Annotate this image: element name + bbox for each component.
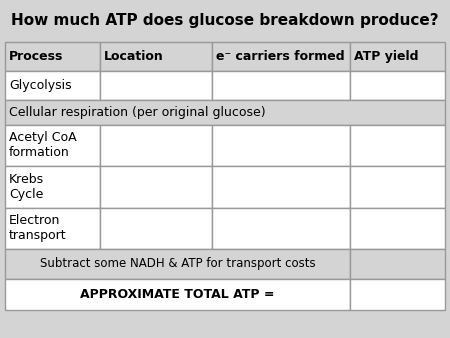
Bar [351,279,445,310]
Bar [99,166,212,208]
Text: Krebs
Cycle: Krebs Cycle [9,173,44,201]
Bar [212,42,351,71]
Text: Location: Location [104,50,163,63]
Text: Cellular respiration (per original glucose): Cellular respiration (per original gluco… [9,106,266,119]
Bar [99,124,212,166]
Bar [99,71,212,100]
Text: APPROXIMATE TOTAL ATP =: APPROXIMATE TOTAL ATP = [81,288,275,301]
Bar [212,124,351,166]
Text: How much ATP does glucose breakdown produce?: How much ATP does glucose breakdown prod… [11,13,439,27]
Bar [212,208,351,249]
Bar [351,71,445,100]
Text: Glycolysis: Glycolysis [9,79,72,92]
Text: Subtract some NADH & ATP for transport costs: Subtract some NADH & ATP for transport c… [40,258,315,270]
Text: Process: Process [9,50,63,63]
Bar [5,71,99,100]
Text: ATP yield: ATP yield [355,50,419,63]
Text: e⁻ carriers formed: e⁻ carriers formed [216,50,344,63]
Bar [212,71,351,100]
Bar [351,124,445,166]
Text: Electron
transport: Electron transport [9,214,67,242]
Bar [5,100,445,124]
Bar [99,208,212,249]
Bar [5,124,99,166]
Bar [351,249,445,279]
Bar [351,208,445,249]
Text: Acetyl CoA
formation: Acetyl CoA formation [9,131,77,159]
Bar [5,42,99,71]
Bar [5,279,351,310]
Bar [5,208,99,249]
Bar [5,166,99,208]
Bar [351,42,445,71]
Bar [5,249,351,279]
Bar [351,166,445,208]
Bar [212,166,351,208]
Bar [99,42,212,71]
